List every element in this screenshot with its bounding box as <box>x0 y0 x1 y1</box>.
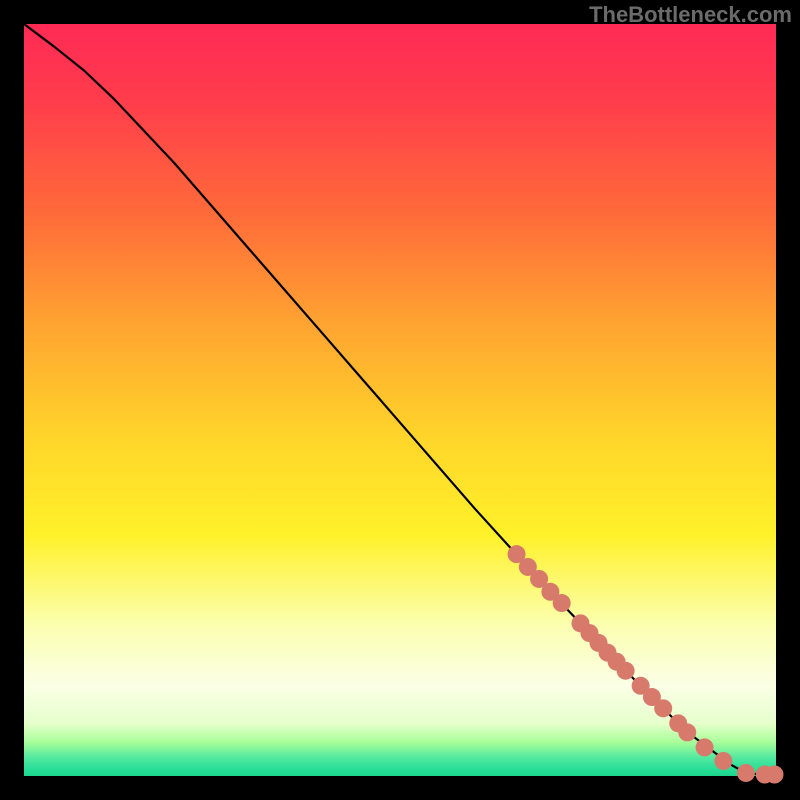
data-marker <box>678 723 696 741</box>
data-marker <box>617 662 635 680</box>
data-marker <box>766 766 784 784</box>
chart-container: TheBottleneck.com <box>0 0 800 800</box>
data-marker <box>654 699 672 717</box>
plot-background <box>24 24 776 776</box>
data-marker <box>714 752 732 770</box>
data-marker <box>553 594 571 612</box>
chart-svg <box>0 0 800 800</box>
data-marker <box>696 738 714 756</box>
data-marker <box>737 764 755 782</box>
watermark-text: TheBottleneck.com <box>589 2 792 28</box>
